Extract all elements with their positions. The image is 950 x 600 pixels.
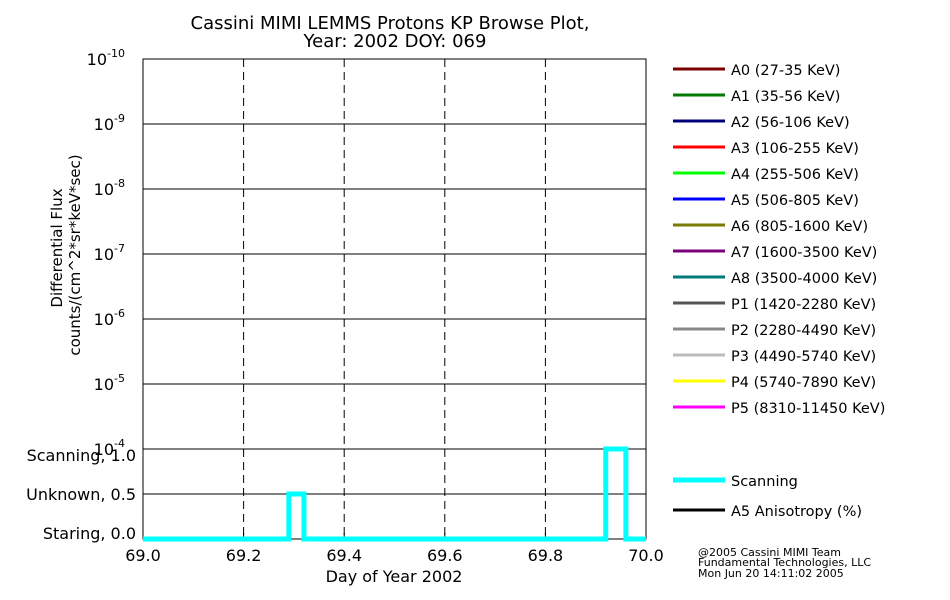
legend-label: P4 (5740-7890 KeV): [731, 375, 876, 391]
y-tick-label: 10-5: [94, 372, 125, 394]
bottom-y-tick-label: Unknown, 0.5: [26, 485, 136, 504]
legend-label: A2 (56-106 KeV): [731, 115, 850, 131]
x-tick-label: 69.2: [226, 546, 262, 565]
x-tick-label: 70.0: [628, 546, 664, 565]
x-tick-label: 69.0: [125, 546, 161, 565]
y-tick-label: 10-4: [94, 437, 125, 459]
y-tick-exponent: -6: [114, 307, 125, 320]
y-tick-base: 10: [94, 245, 114, 264]
legend-label: A5 (506-805 KeV): [731, 193, 859, 209]
scanning-series-line: [143, 446, 646, 542]
legend-item: A8 (3500-4000 KeV): [673, 271, 877, 287]
legend-item: A5 Anisotropy (%): [673, 504, 862, 520]
y-tick-label: 10-8: [94, 177, 125, 199]
legend-label: P3 (4490-5740 KeV): [731, 349, 876, 365]
x-axis-label: Day of Year 2002: [326, 567, 463, 586]
legend-label: P5 (8310-11450 KeV): [731, 401, 885, 417]
y-tick-base: 10: [94, 440, 114, 459]
y-tick-base: 10: [94, 180, 114, 199]
legend-item: A2 (56-106 KeV): [673, 115, 850, 131]
credit-line-2: Fundamental Technologies, LLC: [698, 556, 871, 569]
bottom-y-tick-label: Scanning, 1.0: [27, 446, 136, 465]
x-tick-label: 69.4: [326, 546, 362, 565]
y-axis-label: Differential Flux: [48, 188, 66, 307]
legend-item: P3 (4490-5740 KeV): [673, 349, 876, 365]
chart-title: Cassini MIMI LEMMS Protons KP Browse Plo…: [191, 13, 590, 34]
legend-label: P2 (2280-4490 KeV): [731, 323, 876, 339]
y-tick-exponent: -5: [114, 372, 125, 385]
y-tick-exponent: -4: [114, 437, 125, 450]
legend-label: Scanning: [731, 474, 798, 490]
legend-item: A5 (506-805 KeV): [673, 193, 859, 209]
y-tick-exponent: -10: [107, 47, 125, 60]
y-tick-label: 10-9: [94, 112, 125, 134]
legend-label: A6 (805-1600 KeV): [731, 219, 868, 235]
y-tick-exponent: -8: [114, 177, 125, 190]
legend-item: P5 (8310-11450 KeV): [673, 401, 885, 417]
legend-label: A3 (106-255 KeV): [731, 141, 859, 157]
legend-label: A0 (27-35 KeV): [731, 63, 840, 79]
legend-label: A8 (3500-4000 KeV): [731, 271, 877, 287]
y-tick-label: 10-10: [87, 47, 125, 69]
credit-line-1: @2005 Cassini MIMI Team: [698, 546, 841, 559]
legend-label: A7 (1600-3500 KeV): [731, 245, 877, 261]
legend-item: A4 (255-506 KeV): [673, 167, 859, 183]
legend-item: A7 (1600-3500 KeV): [673, 245, 877, 261]
y-tick-label: 10-7: [94, 242, 125, 264]
legend-item: A6 (805-1600 KeV): [673, 219, 868, 235]
y-tick-base: 10: [87, 50, 107, 69]
y-tick-exponent: -9: [114, 112, 125, 125]
legend-item: P2 (2280-4490 KeV): [673, 323, 876, 339]
x-tick-label: 69.8: [528, 546, 564, 565]
y-axis-units: counts/(cm^2*sr*keV*sec): [66, 154, 84, 355]
legend-item: P4 (5740-7890 KeV): [673, 375, 876, 391]
credit-line-3: Mon Jun 20 14:11:02 2005: [698, 567, 844, 580]
bottom-y-tick-label: Staring, 0.0: [43, 524, 136, 543]
y-tick-exponent: -7: [114, 242, 125, 255]
y-tick-base: 10: [94, 310, 114, 329]
legend-label: P1 (1420-2280 KeV): [731, 297, 876, 313]
y-tick-base: 10: [94, 375, 114, 394]
legend-label: A5 Anisotropy (%): [731, 504, 862, 520]
legend-label: A4 (255-506 KeV): [731, 167, 859, 183]
legend-item: A0 (27-35 KeV): [673, 63, 840, 79]
chart-subtitle: Year: 2002 DOY: 069: [303, 31, 487, 52]
y-tick-label: 10-6: [94, 307, 125, 329]
legend-item: Scanning: [673, 474, 798, 490]
legend-item: A1 (35-56 KeV): [673, 89, 840, 105]
legend-item: A3 (106-255 KeV): [673, 141, 859, 157]
legend-item: P1 (1420-2280 KeV): [673, 297, 876, 313]
x-tick-label: 69.6: [427, 546, 463, 565]
legend-label: A1 (35-56 KeV): [731, 89, 840, 105]
y-tick-base: 10: [94, 115, 114, 134]
